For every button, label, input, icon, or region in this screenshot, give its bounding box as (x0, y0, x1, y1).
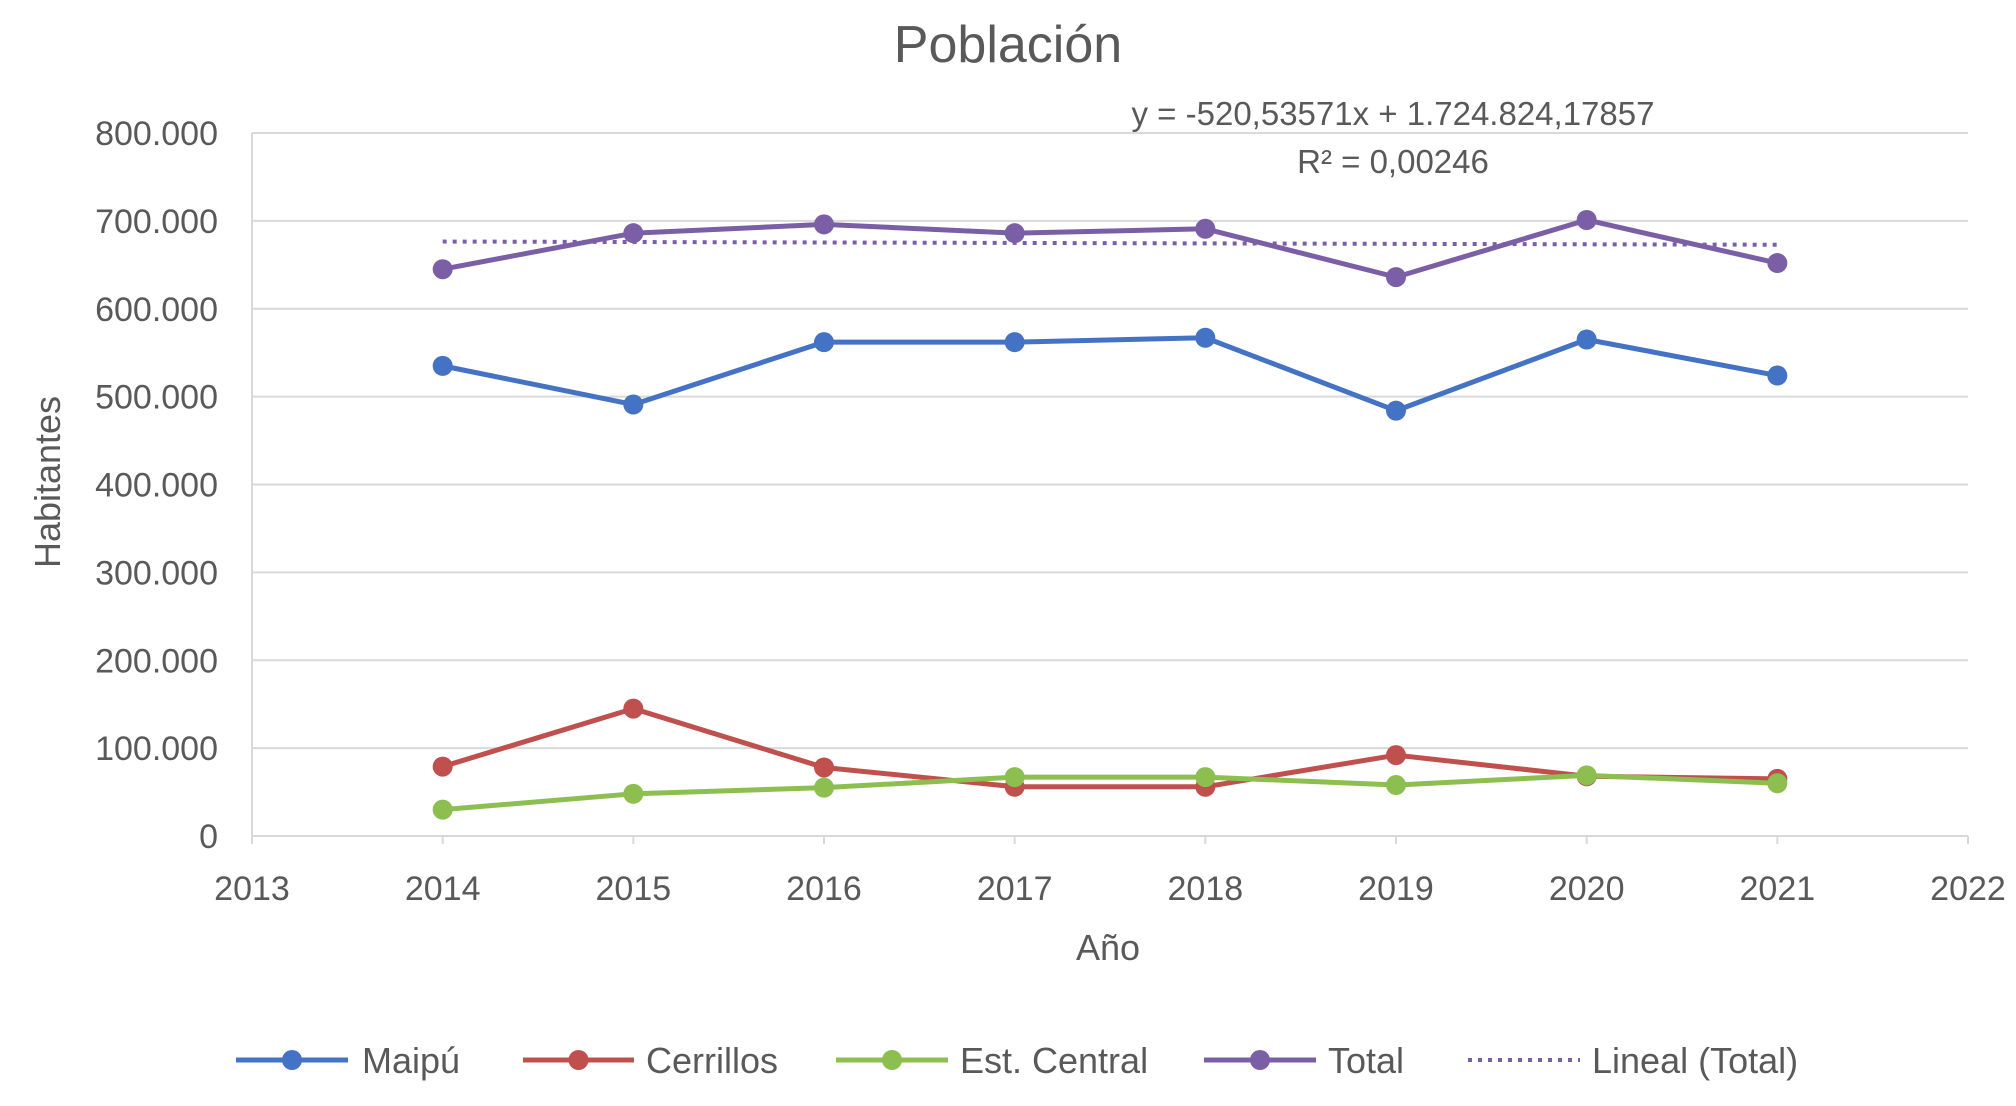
trendline-equation: y = -520,53571x + 1.724.824,17857 (1132, 95, 1655, 132)
data-point-maip (814, 332, 834, 353)
trendline-layer (442, 239, 1778, 247)
axes (251, 133, 1969, 844)
y-tick-label: 800.000 (95, 115, 218, 153)
data-point-cerrillos (814, 757, 834, 778)
data-point-maip (1195, 327, 1216, 348)
x-tick-label: 2017 (977, 870, 1053, 908)
data-point-est-central (1576, 765, 1597, 786)
y-tick-label: 100.000 (95, 730, 218, 768)
data-point-cerrillos (623, 698, 644, 719)
data-point-total (1386, 267, 1406, 288)
data-point-maip (623, 394, 644, 415)
series-layer (432, 209, 1788, 820)
data-point-est-central (1386, 775, 1406, 796)
x-tick-label: 2014 (405, 870, 481, 908)
x-tick-label: 2013 (214, 870, 290, 908)
data-point-est-central (1004, 767, 1025, 788)
series-line-maip (440, 335, 1780, 414)
data-point-maip (1386, 400, 1406, 421)
data-point-total (1195, 218, 1216, 239)
x-tick-label: 2016 (786, 870, 862, 908)
data-point-total (1004, 223, 1025, 244)
x-tick-label: 2019 (1358, 870, 1434, 908)
series-cerrillos (432, 698, 1788, 797)
trendline-r-squared: R² = 0,00246 (1297, 143, 1489, 180)
gridlines (252, 132, 1968, 750)
data-point-total (1767, 253, 1788, 274)
x-tick-label: 2020 (1549, 870, 1625, 908)
y-axis-title: Habitantes (27, 396, 68, 568)
data-point-maip (1576, 329, 1597, 350)
data-point-est-central (432, 799, 453, 820)
y-tick-label: 300.000 (95, 554, 218, 592)
data-point-est-central (1195, 767, 1216, 788)
legend-item-cerrillos: Cerrillos (523, 1040, 778, 1081)
legend: Maipú Cerrillos Est. Central Total Lineal (T… (236, 1040, 1798, 1081)
data-point-est-central (623, 783, 644, 804)
legend-swatch-marker (282, 1050, 302, 1070)
y-tick-label: 200.000 (95, 642, 218, 680)
y-tick-label: 600.000 (95, 291, 218, 329)
legend-label: Est. Central (960, 1040, 1148, 1081)
x-tick-label: 2015 (596, 870, 672, 908)
data-point-cerrillos (432, 756, 453, 777)
data-point-maip (1004, 332, 1025, 353)
legend-item-total: Total (1204, 1040, 1404, 1081)
series-est-central (432, 765, 1788, 820)
x-axis-title: Año (1076, 927, 1140, 968)
y-tick-label: 400.000 (95, 467, 218, 505)
legend-label: Cerrillos (646, 1040, 778, 1081)
trendline-total (442, 239, 1778, 247)
data-point-cerrillos (1386, 745, 1406, 766)
data-point-maip (1767, 365, 1788, 386)
data-point-est-central (1767, 773, 1788, 794)
series-line-est-central (440, 772, 1780, 813)
y-tick-label: 0 (199, 818, 218, 856)
series-line-total (440, 217, 1780, 280)
data-point-est-central (814, 777, 834, 798)
x-tick-label: 2022 (1930, 870, 2006, 908)
y-tick-label: 500.000 (95, 379, 218, 417)
x-tick-labels: 2013 2014 2015 2016 2017 2018 2019 2020 2021 2022 (214, 870, 2006, 908)
x-tick-label: 2018 (1168, 870, 1244, 908)
legend-swatch-marker (1250, 1050, 1270, 1070)
legend-label: Total (1328, 1040, 1404, 1081)
data-point-total (623, 223, 644, 244)
data-point-total (432, 259, 453, 280)
y-tick-labels: 0 100.000 200.000 300.000 400.000 500.000 600.… (95, 115, 218, 856)
data-point-total (814, 214, 834, 235)
legend-label: Maipú (362, 1040, 460, 1081)
data-point-maip (432, 355, 453, 376)
legend-swatch-marker (882, 1050, 902, 1070)
legend-swatch-marker (568, 1050, 589, 1070)
legend-label: Lineal (Total) (1592, 1040, 1798, 1081)
chart-title: Población (894, 16, 1122, 74)
data-point-total (1576, 209, 1597, 230)
series-total (432, 209, 1788, 288)
legend-item-est-central: Est. Central (836, 1040, 1148, 1081)
legend-item-trendline: Lineal (Total) (1468, 1040, 1798, 1081)
series-line-cerrillos (440, 706, 1780, 790)
legend-item-maip: Maipú (236, 1040, 460, 1081)
x-tick-label: 2021 (1740, 870, 1816, 908)
y-tick-label: 700.000 (95, 203, 218, 241)
series-maip (432, 327, 1788, 421)
